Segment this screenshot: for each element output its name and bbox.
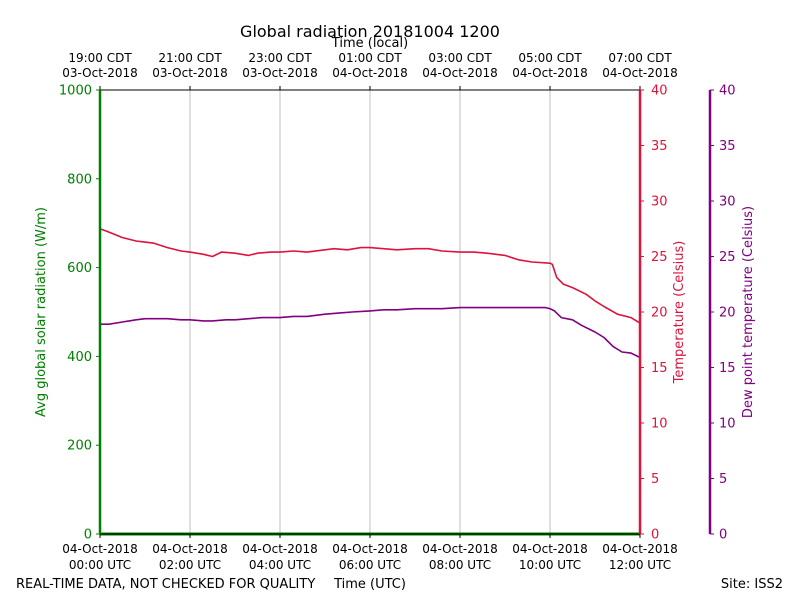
right-tick-label: 20 <box>651 306 668 321</box>
top-tick-label-date: 03-Oct-2018 <box>242 66 318 80</box>
far-right-tick-label: 40 <box>719 84 736 99</box>
left-axis-label: Avg global solar radiation (W/m) <box>34 207 49 417</box>
far-right-tick-label: 0 <box>719 528 727 543</box>
x-tick-label-time: 02:00 UTC <box>159 558 221 572</box>
axes-layer <box>96 86 714 538</box>
far-right-tick-label: 5 <box>719 472 727 487</box>
series-line-temperature <box>99 228 641 324</box>
top-tick-label-date: 03-Oct-2018 <box>62 66 138 80</box>
x-tick-label-date: 04-Oct-2018 <box>602 542 678 556</box>
x-tick-label-time: 12:00 UTC <box>609 558 671 572</box>
top-tick-label-date: 04-Oct-2018 <box>332 66 408 80</box>
grid-layer <box>189 90 551 534</box>
left-tick-label: 0 <box>84 528 92 543</box>
top-tick-label-time: 19:00 CDT <box>68 51 132 65</box>
top-tick-label-time: 23:00 CDT <box>248 51 312 65</box>
x-tick-label-date: 04-Oct-2018 <box>242 542 318 556</box>
x-tick-label-date: 04-Oct-2018 <box>512 542 588 556</box>
right-tick-label: 5 <box>651 472 659 487</box>
top-tick-label-time: 07:00 CDT <box>608 51 672 65</box>
x-tick-label-time: 06:00 UTC <box>339 558 401 572</box>
far-right-tick-label: 20 <box>719 306 736 321</box>
far-right-tick-label: 30 <box>719 195 736 210</box>
left-tick-label: 400 <box>67 350 92 365</box>
x-tick-label-date: 04-Oct-2018 <box>62 542 138 556</box>
right-tick-label: 15 <box>651 361 668 376</box>
right-tick-label: 25 <box>651 250 668 265</box>
x-tick-label-time: 08:00 UTC <box>429 558 491 572</box>
far-right-tick-label: 35 <box>719 139 736 154</box>
top-axis-label: Time (local) <box>331 36 408 51</box>
right-tick-label: 35 <box>651 139 668 154</box>
left-tick-label: 200 <box>67 439 92 454</box>
x-tick-label-time: 04:00 UTC <box>249 558 311 572</box>
x-tick-label-date: 04-Oct-2018 <box>152 542 228 556</box>
far-right-tick-label: 10 <box>719 417 736 432</box>
x-tick-label-time: 10:00 UTC <box>519 558 581 572</box>
top-tick-label-date: 04-Oct-2018 <box>422 66 498 80</box>
x-tick-label-date: 04-Oct-2018 <box>422 542 498 556</box>
top-tick-label-time: 21:00 CDT <box>158 51 222 65</box>
site-label: Site: ISS2 <box>721 577 783 592</box>
far-right-tick-label: 15 <box>719 361 736 376</box>
top-tick-label-date: 03-Oct-2018 <box>152 66 228 80</box>
quality-note: REAL-TIME DATA, NOT CHECKED FOR QUALITY <box>16 577 315 592</box>
right-tick-label: 30 <box>651 195 668 210</box>
left-tick-label: 600 <box>67 261 92 276</box>
x-tick-label-time: 00:00 UTC <box>69 558 131 572</box>
left-tick-label: 800 <box>67 172 92 187</box>
series-line-dew-point-temperature <box>100 306 641 359</box>
left-tick-label: 1000 <box>59 84 92 99</box>
top-tick-label-date: 04-Oct-2018 <box>512 66 588 80</box>
x-tick-label-date: 04-Oct-2018 <box>332 542 408 556</box>
top-tick-label-time: 05:00 CDT <box>518 51 582 65</box>
x-axis-label: Time (UTC) <box>333 577 406 592</box>
top-tick-label-time: 01:00 CDT <box>338 51 402 65</box>
right-tick-label: 10 <box>651 417 668 432</box>
far-right-axis-label: Dew point temperature (Celsius) <box>741 206 756 418</box>
right-axis-label: Temperature (Celsius) <box>672 241 687 385</box>
chart-title: Global radiation 20181004 1200 <box>240 22 500 41</box>
far-right-tick-label: 25 <box>719 250 736 265</box>
right-tick-label: 0 <box>651 528 659 543</box>
top-tick-label-date: 04-Oct-2018 <box>602 66 678 80</box>
right-tick-label: 40 <box>651 84 668 99</box>
top-tick-label-time: 03:00 CDT <box>428 51 492 65</box>
labels-layer: 04-Oct-2018 00:00 UTC 04-Oct-2018 02:00 UTC… <box>59 51 736 572</box>
